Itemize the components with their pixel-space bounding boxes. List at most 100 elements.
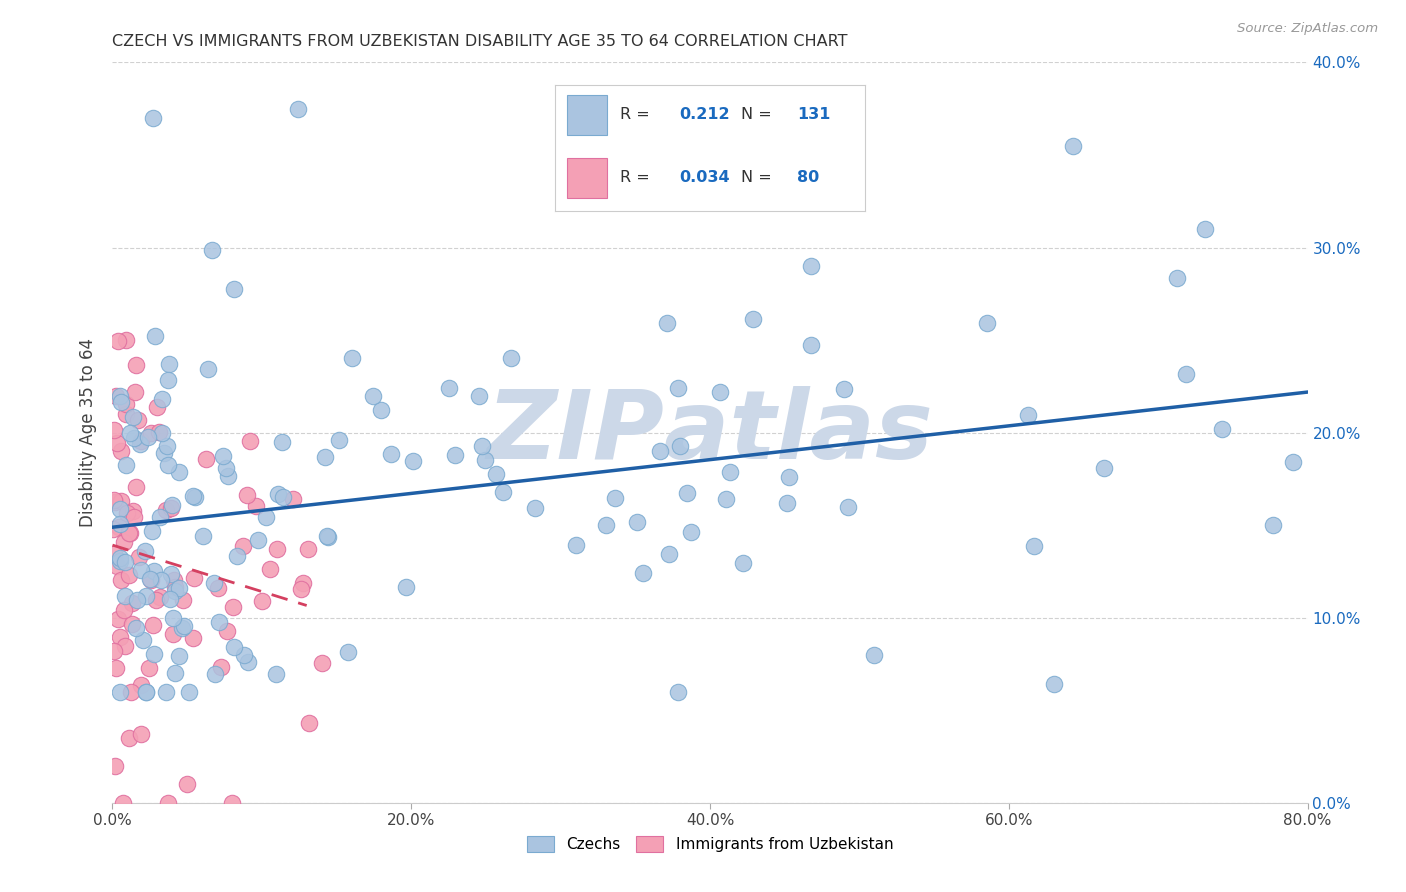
Point (105, 436, 128, 450)
Point (139, 573, 162, 587)
Point (837, 500, 859, 514)
Point (108, 685, 131, 699)
Point (316, 529, 339, 543)
Point (666, 381, 689, 395)
Point (197, 361, 219, 376)
Point (135, 685, 157, 699)
Point (173, 619, 195, 633)
Point (1281, 455, 1303, 469)
Point (108, 520, 131, 534)
Point (120, 426, 142, 441)
Point (110, 494, 132, 508)
Point (162, 627, 184, 641)
Point (108, 554, 131, 568)
Point (443, 448, 465, 462)
Point (311, 656, 333, 670)
Point (316, 530, 339, 544)
Point (150, 426, 173, 441)
Text: CZECH VS IMMIGRANTS FROM UZBEKISTAN DISABILITY AGE 35 TO 64 CORRELATION CHART: CZECH VS IMMIGRANTS FROM UZBEKISTAN DISA… (112, 34, 848, 49)
Point (148, 425, 170, 439)
Point (155, 502, 177, 516)
Point (1166, 270, 1188, 285)
Point (191, 529, 214, 543)
Point (114, 555, 136, 569)
Point (127, 413, 149, 427)
Point (138, 661, 160, 675)
Point (194, 452, 217, 467)
Point (492, 484, 515, 499)
Point (204, 667, 226, 681)
Point (222, 640, 245, 654)
Point (222, 600, 245, 615)
Point (103, 547, 125, 561)
Point (145, 329, 167, 343)
Point (225, 549, 247, 564)
Point (232, 648, 254, 662)
Point (108, 550, 131, 565)
Point (564, 538, 586, 552)
Point (118, 731, 141, 746)
Point (775, 496, 797, 510)
Point (110, 395, 132, 409)
Point (1062, 138, 1084, 153)
Point (222, 281, 245, 295)
Point (648, 443, 671, 458)
Point (631, 566, 654, 581)
Point (135, 589, 157, 603)
Point (976, 316, 998, 330)
Point (157, 458, 180, 472)
Point (107, 612, 129, 626)
Point (125, 480, 148, 494)
Point (115, 333, 138, 347)
Point (103, 522, 125, 536)
Point (342, 351, 364, 365)
Point (471, 439, 494, 453)
Point (395, 581, 418, 595)
Point (177, 685, 200, 699)
Point (149, 573, 172, 587)
Point (655, 316, 678, 330)
Point (159, 592, 181, 607)
Point (676, 486, 699, 500)
Point (184, 490, 207, 504)
Point (1175, 367, 1198, 381)
Point (217, 468, 239, 483)
Point (266, 542, 288, 557)
Point (125, 358, 148, 372)
Point (118, 525, 141, 540)
Point (800, 259, 823, 273)
Point (110, 444, 132, 458)
Text: Source: ZipAtlas.com: Source: ZipAtlas.com (1237, 22, 1378, 36)
Point (114, 397, 136, 411)
Point (290, 582, 312, 597)
Point (149, 509, 172, 524)
Point (108, 516, 131, 531)
Point (157, 357, 180, 371)
Point (128, 549, 150, 564)
Point (120, 685, 142, 699)
Y-axis label: Disability Age 35 to 64: Disability Age 35 to 64 (79, 338, 97, 527)
Point (259, 562, 281, 576)
Point (129, 434, 152, 448)
Point (176, 777, 198, 791)
Point (1017, 409, 1039, 423)
Point (314, 450, 336, 465)
Point (108, 389, 131, 403)
Point (328, 433, 350, 447)
Point (709, 384, 731, 399)
Point (658, 547, 681, 561)
Point (115, 407, 138, 421)
Point (245, 499, 267, 513)
Point (162, 611, 184, 625)
Point (232, 539, 254, 553)
Point (250, 594, 273, 608)
Point (170, 621, 193, 635)
Point (142, 618, 165, 632)
Point (139, 572, 162, 586)
Point (292, 575, 315, 590)
Point (136, 430, 159, 444)
Point (800, 338, 823, 352)
Point (167, 465, 190, 479)
Point (163, 584, 186, 599)
Point (595, 517, 617, 532)
